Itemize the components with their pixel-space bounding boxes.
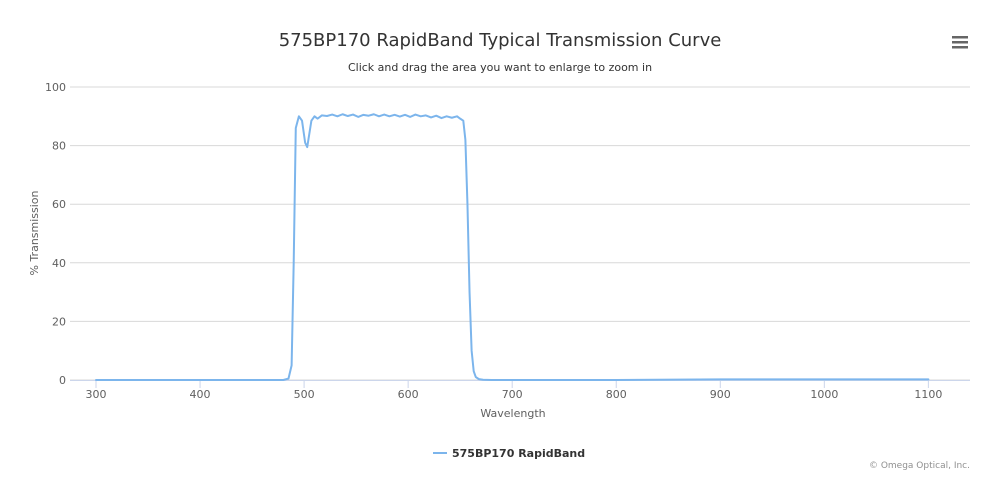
x-tick-label: 500 xyxy=(294,388,315,401)
x-axis: 300 400 500 600 700 800 900 1000 1100 xyxy=(70,380,970,401)
plot-area[interactable] xyxy=(95,113,930,381)
chart-menu-button[interactable] xyxy=(944,30,976,54)
chart-title: 575BP170 RapidBand Typical Transmission … xyxy=(279,30,722,51)
legend-item[interactable]: 575BP170 RapidBand xyxy=(433,447,585,460)
hamburger-menu-icon xyxy=(952,36,968,49)
x-tick-label: 400 xyxy=(190,388,211,401)
x-tick-label: 1100 xyxy=(914,388,942,401)
x-axis-title: Wavelength xyxy=(480,407,545,420)
x-tick-label: 900 xyxy=(710,388,731,401)
y-tick-label: 80 xyxy=(52,140,66,153)
legend-label: 575BP170 RapidBand xyxy=(452,447,585,460)
credits[interactable]: © Omega Optical, Inc. xyxy=(869,461,970,471)
y-tick-label: 40 xyxy=(52,257,66,270)
chart-subtitle: Click and drag the area you want to enla… xyxy=(348,61,652,74)
series-line-0[interactable] xyxy=(95,113,930,381)
y-axis-title: % Transmission xyxy=(28,190,41,275)
x-tick-label: 1000 xyxy=(810,388,838,401)
x-tick-label: 700 xyxy=(502,388,523,401)
y-tick-label: 60 xyxy=(52,198,66,211)
x-tick-label: 600 xyxy=(398,388,419,401)
y-tick-label: 20 xyxy=(52,315,66,328)
x-tick-label: 300 xyxy=(86,388,107,401)
y-axis-ticks: 0 20 40 60 80 100 xyxy=(45,81,66,387)
y-tick-label: 100 xyxy=(45,81,66,94)
y-tick-label: 0 xyxy=(59,374,66,387)
x-tick-label: 800 xyxy=(606,388,627,401)
gridlines xyxy=(70,86,970,381)
